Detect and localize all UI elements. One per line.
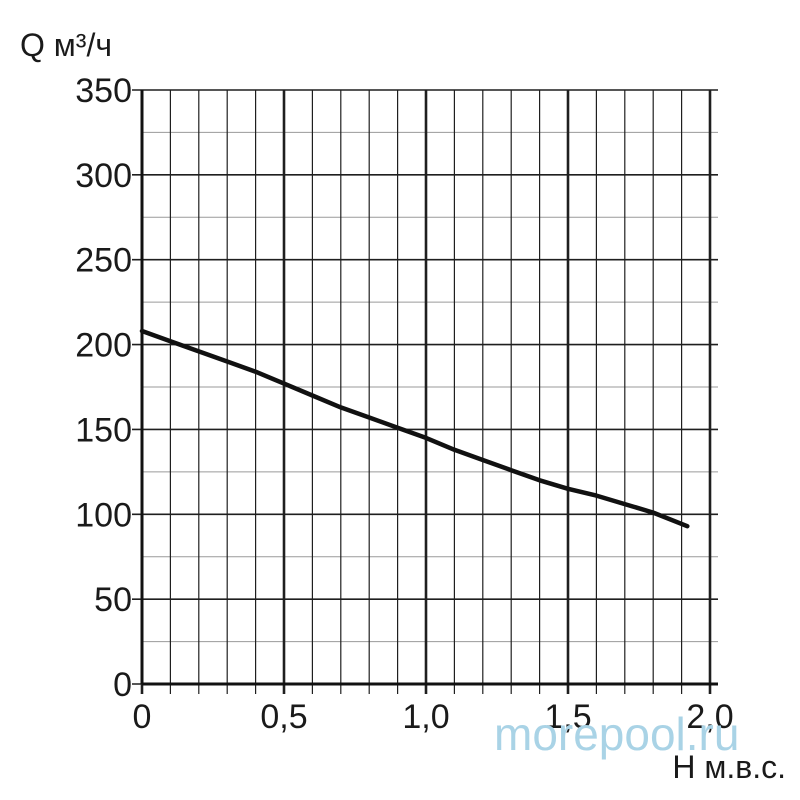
- tick-labels: 0 50 100 150 200 250 300 350 0 0,5 1,0 1,5 2,0: [75, 72, 733, 736]
- x-tick-label: 1,5: [544, 698, 591, 736]
- x-tick-label: 2,0: [686, 698, 733, 736]
- x-tick-label: 1,0: [402, 698, 449, 736]
- y-tick-label: 150: [75, 411, 132, 449]
- y-tick-label: 0: [113, 666, 132, 704]
- x-axis-title: H м.в.с.: [672, 749, 786, 785]
- series-line: [139, 328, 690, 529]
- y-tick-label: 50: [94, 581, 132, 619]
- y-tick-label: 200: [75, 327, 132, 365]
- axes: [140, 90, 718, 686]
- y-tick-label: 250: [75, 242, 132, 280]
- y-tick-label: 350: [75, 72, 132, 110]
- grid: [132, 89, 718, 694]
- watermark-logo: morepool.ru: [494, 708, 739, 760]
- y-tick-label: 100: [75, 496, 132, 534]
- y-axis-title: Q м³/ч: [20, 27, 112, 63]
- y-tick-label: 300: [75, 157, 132, 195]
- series-layer: [139, 328, 690, 529]
- x-tick-label: 0: [133, 698, 152, 736]
- x-tick-label: 0,5: [260, 698, 307, 736]
